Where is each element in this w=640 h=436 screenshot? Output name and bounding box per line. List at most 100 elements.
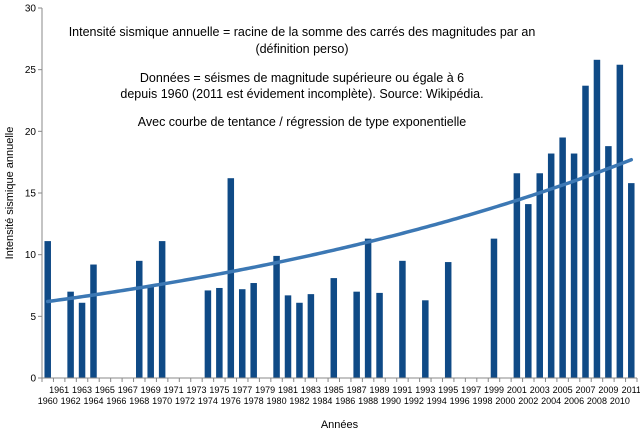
x-tick-label: 1989 [370, 385, 390, 395]
bar-2005 [559, 137, 566, 378]
x-tick-label: 1961 [49, 385, 69, 395]
annotation-line: Données = séismes de magnitude supérieur… [140, 71, 464, 85]
bar-2003 [536, 173, 543, 378]
bar-1983 [307, 294, 315, 378]
x-tick-label: 1975 [209, 385, 229, 395]
x-tick-label: 1978 [244, 396, 264, 406]
x-tick-label: 1965 [95, 385, 115, 395]
annotation-line: Avec courbe de tentance / régression de … [138, 115, 467, 129]
x-tick-label: 1972 [175, 396, 195, 406]
x-tick-label: 1970 [152, 396, 172, 406]
bar-1969 [147, 286, 154, 378]
x-tick-label: 1968 [129, 396, 149, 406]
y-tick-label: 0 [30, 374, 36, 385]
x-tick-label: 1973 [186, 385, 206, 395]
x-tick-label: 2001 [507, 385, 527, 395]
bar-1977 [238, 289, 246, 378]
x-tick-label: 1962 [61, 396, 81, 406]
x-tick-label: 1986 [335, 396, 355, 406]
bar-2001 [513, 173, 521, 378]
x-tick-label: 1976 [221, 396, 241, 406]
x-tick-label: 1981 [278, 385, 298, 395]
x-tick-label: 2006 [564, 396, 584, 406]
x-tick-label: 2000 [495, 396, 515, 406]
x-tick-label: 2011 [622, 385, 640, 395]
x-tick-label: 1995 [438, 385, 458, 395]
annotation-line: depuis 1960 (2011 est évidement incomplè… [120, 87, 483, 101]
bars [44, 59, 635, 379]
y-tick-labels: 0 5 10 15 20 25 30 [25, 4, 37, 385]
x-tick-label: 2010 [610, 396, 630, 406]
bar-1962 [67, 291, 74, 378]
x-tick-label: 2005 [553, 385, 573, 395]
x-tick-label: 2003 [530, 385, 550, 395]
x-tick-label: 1984 [312, 396, 332, 406]
x-tick-label: 2002 [518, 396, 538, 406]
bar-1964 [90, 264, 97, 378]
x-tick-label: 1991 [392, 385, 412, 395]
x-tick-label: 1993 [415, 385, 435, 395]
bar-2007 [582, 85, 589, 378]
plot-area [42, 8, 637, 378]
x-tick-label: 2004 [541, 396, 561, 406]
x-tick-label: 1997 [461, 385, 481, 395]
x-tick-label: 2009 [598, 385, 618, 395]
x-tick-label: 1999 [484, 385, 504, 395]
bar-1970 [158, 241, 166, 378]
bar-1989 [376, 292, 383, 378]
trend-line [45, 157, 634, 304]
bar-1982 [296, 302, 303, 378]
x-tick-label: 1983 [301, 385, 321, 395]
x-tick-label: 1966 [106, 396, 126, 406]
x-tick-label: 1996 [450, 396, 470, 406]
annotation-line: (définition perso) [255, 42, 348, 56]
x-tick-label: 1992 [404, 396, 424, 406]
bar-2006 [570, 153, 578, 378]
x-tick-label: 1974 [198, 396, 218, 406]
bar-2011 [628, 183, 635, 378]
x-tick-label: 2007 [575, 385, 595, 395]
annotation-line: Intensité sismique annuelle = racine de … [69, 25, 536, 39]
x-tick-label: 2008 [587, 396, 607, 406]
bar-1985 [330, 278, 338, 378]
x-tick-label: 1964 [83, 396, 103, 406]
x-tick-label: 1998 [473, 396, 493, 406]
x-tick-label: 1979 [255, 385, 275, 395]
bar-1987 [353, 291, 360, 378]
bar-1981 [284, 295, 292, 378]
x-tick-label: 1967 [118, 385, 138, 395]
x-tick-label: 1977 [232, 385, 252, 395]
trend-curve [45, 157, 634, 304]
bar-2004 [547, 153, 555, 378]
plot-background [42, 8, 637, 378]
bar-2010 [616, 64, 624, 378]
bar-1980 [273, 255, 280, 378]
bar-1999 [490, 238, 498, 378]
bar-1993 [422, 300, 429, 378]
bar-1976 [227, 178, 235, 378]
y-tick-label: 10 [25, 250, 37, 261]
bar-1968 [136, 260, 143, 378]
bar-1995 [444, 262, 452, 378]
x-tick-label: 1985 [324, 385, 344, 395]
bar-1991 [399, 260, 406, 378]
x-tick-label: 1980 [267, 396, 287, 406]
bar-1988 [364, 238, 372, 378]
x-tick-label: 1969 [141, 385, 161, 395]
y-tick-label: 20 [25, 127, 37, 138]
bar-1978 [250, 283, 257, 378]
y-tick-label: 25 [25, 65, 37, 76]
x-tick-label: 1982 [289, 396, 309, 406]
bar-2002 [525, 204, 532, 378]
x-tick-labels: 1960196119621963196419651966196719681969… [38, 385, 640, 406]
bar-1960 [44, 241, 51, 378]
x-tick-label: 1988 [358, 396, 378, 406]
y-tick-label: 5 [30, 312, 36, 323]
x-tick-label: 1994 [427, 396, 447, 406]
x-tick-label: 1971 [164, 385, 184, 395]
x-tick-label: 1987 [347, 385, 367, 395]
bar-1963 [78, 302, 86, 378]
x-tick-label: 1963 [72, 385, 92, 395]
x-axis-label: Années [321, 419, 359, 431]
